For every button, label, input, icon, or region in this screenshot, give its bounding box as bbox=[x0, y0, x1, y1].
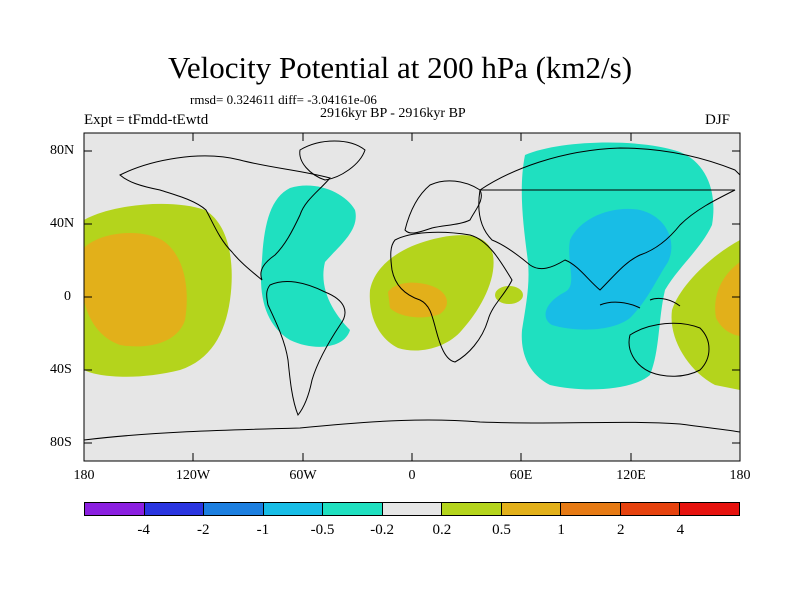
colorbar-label: 4 bbox=[676, 522, 685, 538]
colorbar-segment bbox=[680, 503, 740, 515]
coastlines bbox=[84, 140, 740, 441]
contour-fields bbox=[84, 142, 740, 390]
coastline-north-america bbox=[119, 155, 331, 281]
page-title: Velocity Potential at 200 hPa (km2/s) bbox=[167, 50, 633, 85]
coastline-indonesia bbox=[599, 297, 681, 309]
lon-label-180w: 180 bbox=[73, 468, 95, 483]
colorbar-label: -2 bbox=[197, 522, 210, 538]
colorbar-segment bbox=[323, 503, 383, 515]
colorbar-label: -0.2 bbox=[370, 522, 395, 538]
colorbar-segment bbox=[501, 503, 562, 515]
coastline-australia bbox=[628, 322, 710, 377]
coastline-south-america bbox=[266, 281, 346, 416]
colorbar-label: 0.5 bbox=[492, 522, 511, 538]
colorbar-segment bbox=[263, 503, 324, 515]
colorbar-segment bbox=[561, 503, 621, 515]
coastline-asia bbox=[478, 147, 740, 291]
coastline-africa bbox=[390, 231, 513, 363]
positive-contour-pacific-east bbox=[671, 240, 740, 390]
colorbar-segment bbox=[144, 503, 205, 515]
colorbar-label: -1 bbox=[256, 522, 270, 538]
lat-label-equator: 0 bbox=[64, 289, 71, 304]
colorbar-segment bbox=[85, 503, 145, 515]
colorbar-segment bbox=[620, 503, 681, 515]
positive-contour-pacific-core bbox=[84, 233, 187, 347]
lon-label-120w: 120W bbox=[175, 468, 211, 483]
lon-label-0: 0 bbox=[408, 468, 416, 483]
negative-contour-asia-core bbox=[545, 208, 672, 330]
colorbar-segment bbox=[204, 503, 264, 515]
lon-label-60w: 60W bbox=[289, 468, 317, 483]
colorbar bbox=[84, 502, 740, 516]
positive-contour-indian-ocean bbox=[495, 286, 523, 304]
stats-subtitle: rmsd= 0.324611 diff= -3.04161e-06 bbox=[190, 92, 377, 107]
axis-ticks bbox=[83, 133, 741, 461]
colorbar-label: 2 bbox=[616, 522, 625, 538]
experiment-label: Expt = tFmdd-tEwtd bbox=[84, 112, 209, 128]
negative-contour-americas bbox=[260, 185, 356, 347]
coastline-greenland bbox=[299, 140, 366, 181]
lon-label-60e: 60E bbox=[509, 468, 533, 483]
lat-label-80n: 80N bbox=[50, 143, 75, 158]
positive-contour-africa-core bbox=[388, 282, 447, 318]
colorbar-segment bbox=[442, 503, 502, 515]
positive-contour-pacific-east-core bbox=[715, 262, 740, 336]
coastline-antarctica bbox=[84, 419, 740, 441]
lat-label-80s: 80S bbox=[50, 435, 72, 450]
colorbar-label: 0.2 bbox=[432, 522, 452, 538]
period-subtitle: 2916kyr BP - 2916kyr BP bbox=[320, 106, 466, 121]
colorbar-label: 1 bbox=[557, 522, 565, 538]
lat-label-40s: 40S bbox=[50, 362, 72, 377]
lat-label-40n: 40N bbox=[50, 216, 75, 231]
lon-label-180e: 180 bbox=[729, 468, 751, 483]
colorbar-label: -0.5 bbox=[310, 522, 335, 538]
season-label: DJF bbox=[705, 112, 731, 128]
colorbar-label: -4 bbox=[137, 522, 150, 538]
lon-label-120e: 120E bbox=[616, 468, 646, 483]
colorbar-segment bbox=[382, 503, 443, 515]
